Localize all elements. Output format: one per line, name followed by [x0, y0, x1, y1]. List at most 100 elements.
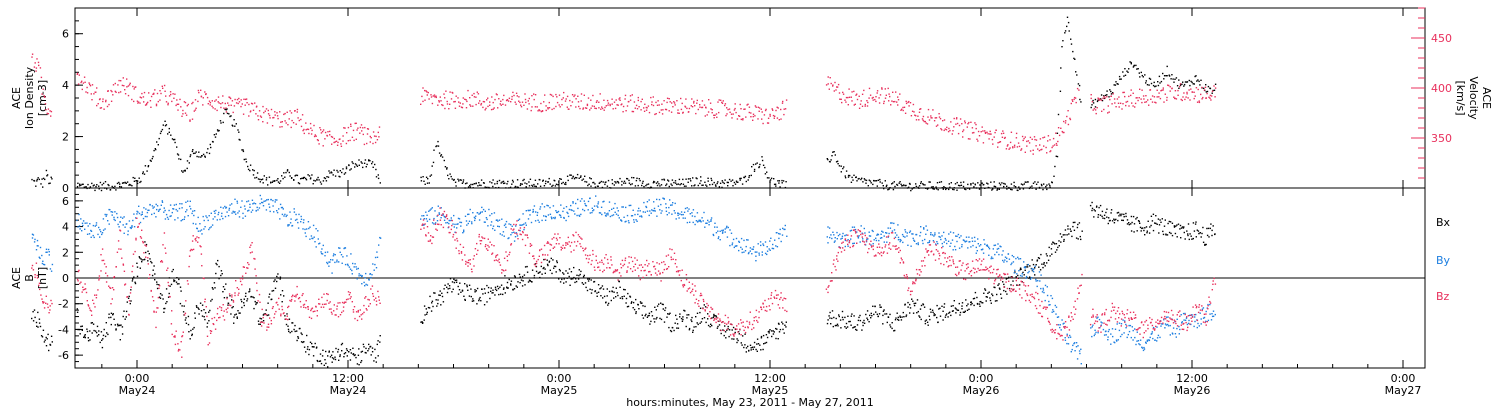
by-point	[471, 222, 473, 225]
bx-point	[350, 352, 352, 354]
bx-point	[338, 359, 340, 361]
velocity-point	[590, 107, 592, 109]
bx-point	[841, 316, 844, 319]
bx-point	[1206, 234, 1209, 237]
velocity-point	[225, 111, 228, 113]
velocity-point	[369, 135, 371, 138]
bx-point	[877, 315, 879, 318]
density-point	[496, 182, 498, 185]
by-point	[963, 239, 965, 242]
by-point	[1112, 335, 1114, 338]
velocity-point	[503, 94, 505, 97]
bx-point	[573, 266, 575, 269]
velocity-point	[1144, 101, 1146, 103]
density-point	[420, 176, 422, 179]
bx-point	[722, 329, 724, 331]
velocity-point	[860, 100, 862, 102]
density-point	[990, 181, 992, 183]
by-point	[695, 220, 698, 222]
bx-point	[108, 316, 110, 319]
by-point	[511, 225, 513, 227]
bx-point	[129, 302, 131, 305]
by-point	[977, 238, 979, 240]
by-point	[156, 205, 159, 207]
velocity-point	[257, 115, 259, 117]
density-point	[136, 180, 139, 182]
velocity-point	[316, 139, 319, 141]
density-point	[233, 119, 235, 121]
density-point	[547, 181, 550, 183]
bx-point	[839, 319, 842, 321]
bx-point	[296, 339, 298, 342]
density-point	[260, 179, 263, 181]
velocity-point	[773, 117, 775, 119]
by-point	[946, 242, 948, 245]
by-point	[912, 237, 914, 240]
by-point	[529, 214, 531, 216]
by-point	[761, 254, 763, 256]
velocity-point	[483, 101, 486, 103]
velocity-point	[519, 101, 521, 104]
top-ylabel-line1: ACE	[10, 87, 23, 109]
by-point	[181, 219, 184, 221]
density-point	[778, 182, 780, 184]
bx-point	[222, 286, 225, 288]
velocity-point	[720, 99, 722, 101]
density-point	[529, 178, 532, 180]
by-point	[464, 215, 467, 217]
by-point	[229, 204, 231, 206]
density-point	[99, 181, 102, 184]
by-point	[453, 226, 455, 228]
velocity-point	[648, 111, 651, 114]
by-point	[270, 198, 272, 201]
velocity-point	[262, 121, 264, 123]
bx-point	[150, 260, 152, 263]
velocity-point	[168, 95, 171, 97]
bx-point	[1143, 229, 1145, 232]
bx-point	[1149, 226, 1151, 228]
bx-point	[1120, 214, 1122, 217]
bx-point	[1071, 235, 1073, 238]
velocity-point	[303, 128, 305, 131]
density-point	[512, 181, 514, 183]
by-point	[1055, 306, 1058, 308]
by-point	[108, 223, 110, 225]
bx-point	[987, 292, 989, 294]
velocity-point	[93, 93, 95, 95]
density-point	[339, 176, 341, 178]
top-ytick-label: 6	[62, 28, 69, 41]
by-point	[988, 254, 990, 256]
velocity-point	[448, 108, 450, 110]
bx-point	[1162, 230, 1164, 233]
density-point	[1178, 79, 1180, 81]
bx-point	[335, 347, 337, 350]
by-point	[338, 261, 340, 263]
density-point	[279, 180, 282, 182]
by-point	[1063, 322, 1065, 324]
velocity-point	[780, 108, 782, 111]
by-point	[286, 214, 288, 216]
by-point	[853, 226, 856, 228]
bx-point	[1070, 230, 1072, 232]
by-point	[310, 235, 313, 237]
velocity-point	[959, 118, 962, 120]
bx-point	[447, 283, 449, 285]
by-point	[201, 233, 203, 235]
velocity-point	[329, 134, 331, 136]
velocity-point	[672, 106, 674, 108]
velocity-point	[904, 112, 907, 114]
velocity-point	[935, 117, 938, 119]
density-point	[924, 184, 926, 186]
density-point	[877, 179, 879, 181]
by-point	[1050, 295, 1052, 297]
velocity-point	[520, 104, 522, 106]
density-point	[368, 159, 370, 161]
density-point	[650, 186, 653, 189]
bx-point	[1173, 225, 1176, 227]
density-point	[906, 187, 909, 189]
by-point	[580, 213, 582, 216]
density-point	[706, 185, 708, 187]
velocity-point	[947, 130, 950, 133]
velocity-point	[482, 106, 484, 109]
bx-point	[691, 316, 693, 319]
